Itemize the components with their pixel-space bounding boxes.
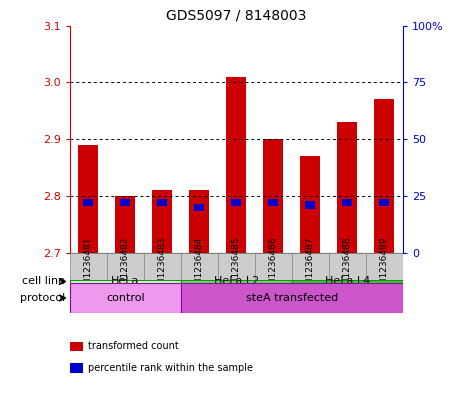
Bar — [157, 199, 167, 206]
Bar — [189, 191, 209, 253]
Text: cell line: cell line — [22, 277, 65, 286]
Text: GSM1236483: GSM1236483 — [158, 236, 167, 297]
Text: HeLa: HeLa — [111, 277, 140, 286]
Bar — [292, 280, 403, 283]
Text: GSM1236486: GSM1236486 — [269, 236, 278, 297]
Bar — [115, 196, 135, 253]
Bar — [70, 280, 181, 283]
Text: HeLa L2: HeLa L2 — [214, 277, 259, 286]
Bar — [231, 199, 241, 206]
Text: GSM1236489: GSM1236489 — [380, 236, 389, 297]
Text: GSM1236487: GSM1236487 — [306, 236, 315, 297]
Title: GDS5097 / 8148003: GDS5097 / 8148003 — [166, 9, 306, 23]
Bar — [342, 199, 352, 206]
Text: percentile rank within the sample: percentile rank within the sample — [88, 363, 253, 373]
Text: HeLa L4: HeLa L4 — [324, 277, 370, 286]
Bar — [181, 283, 403, 313]
Text: GSM1236485: GSM1236485 — [232, 236, 241, 297]
Bar — [255, 253, 292, 280]
Text: GSM1236482: GSM1236482 — [121, 236, 130, 297]
Bar — [292, 253, 329, 280]
Bar — [374, 99, 394, 253]
Bar — [181, 253, 218, 280]
Bar — [268, 199, 279, 206]
Bar — [226, 77, 247, 253]
Bar — [337, 122, 357, 253]
Bar — [70, 283, 181, 313]
Text: protocol: protocol — [20, 293, 65, 303]
Bar — [120, 199, 130, 206]
Bar — [144, 253, 181, 280]
Bar — [218, 253, 255, 280]
Bar — [107, 253, 144, 280]
Text: control: control — [106, 293, 144, 303]
Text: transformed count: transformed count — [88, 341, 179, 351]
Text: GSM1236481: GSM1236481 — [84, 236, 93, 297]
Text: steA transfected: steA transfected — [246, 293, 338, 303]
Bar — [366, 253, 403, 280]
Bar — [263, 139, 284, 253]
Text: GSM1236484: GSM1236484 — [195, 236, 204, 297]
Bar — [194, 204, 204, 211]
Bar — [329, 253, 366, 280]
Bar — [78, 145, 99, 253]
Bar — [305, 201, 315, 209]
Bar — [83, 199, 93, 206]
Bar — [152, 191, 172, 253]
Bar — [70, 253, 107, 280]
Bar — [379, 199, 389, 206]
Bar — [181, 280, 292, 283]
Text: GSM1236488: GSM1236488 — [343, 236, 352, 297]
Bar — [300, 156, 320, 253]
